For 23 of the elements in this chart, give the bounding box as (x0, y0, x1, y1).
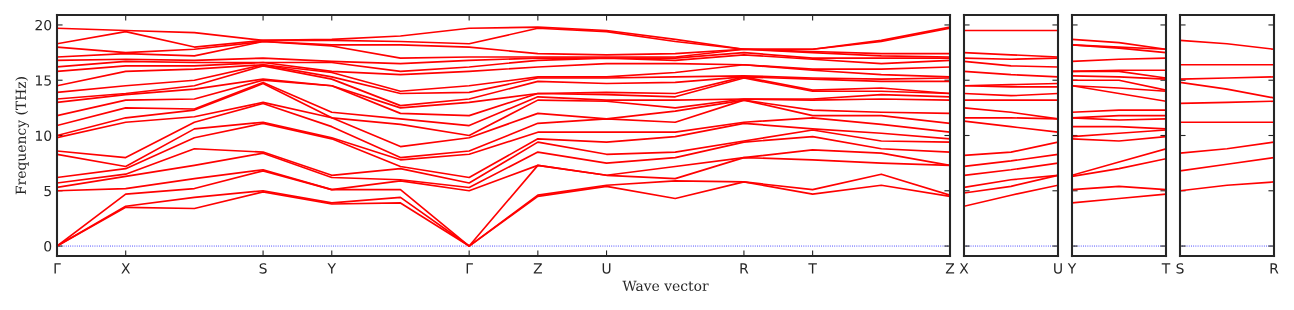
x-axis-title: Wave vector (622, 280, 709, 292)
x-tick-label: T (808, 263, 817, 274)
y-tick-label: 0 (44, 241, 52, 252)
x-tick-label: T (1161, 263, 1171, 274)
y-axis-title: Frequency (THz) (15, 77, 29, 195)
x-tick-label: R (1270, 263, 1279, 274)
x-tick-label: U (1054, 263, 1062, 274)
x-tick-label: Γ (466, 263, 473, 274)
x-tick-label: Γ (54, 263, 61, 274)
y-tick-label: 5 (44, 185, 51, 197)
x-tick-label: Z (945, 263, 955, 274)
y-tick-label: 10 (35, 130, 52, 141)
x-tick-label: U (602, 263, 611, 274)
x-tick-label: S (259, 263, 267, 274)
x-tick-label: Y (1067, 263, 1077, 274)
y-tick-label: 20 (35, 19, 52, 31)
x-tick-label: X (121, 263, 131, 274)
x-tick-label: Y (327, 263, 337, 274)
y-tick-label: 15 (35, 75, 51, 86)
x-tick-label: Z (533, 263, 542, 274)
x-tick-label: X (959, 263, 969, 274)
x-tick-label: R (740, 263, 749, 274)
x-tick-label: S (1176, 263, 1184, 274)
